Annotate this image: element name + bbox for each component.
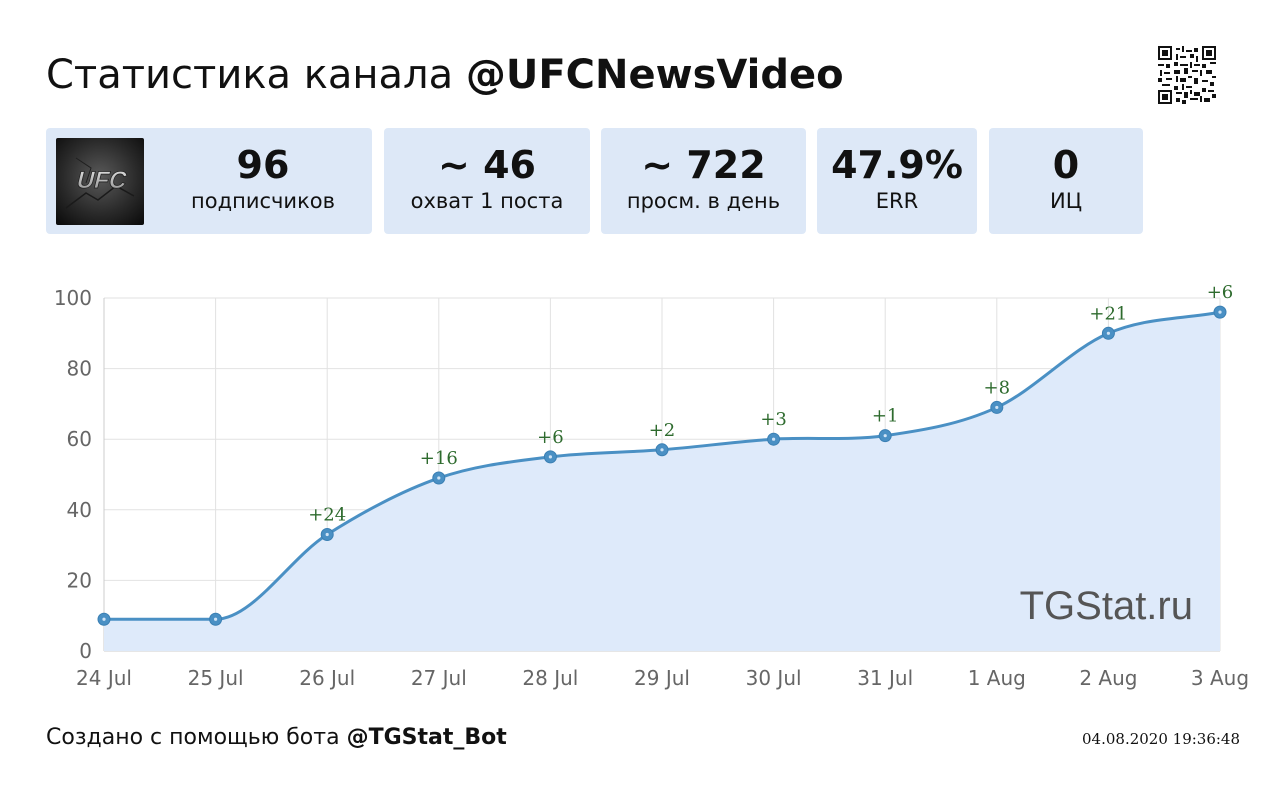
- data-point-center: [102, 617, 106, 621]
- data-label: +21: [1089, 303, 1127, 324]
- data-label: +1: [872, 406, 899, 427]
- x-tick-label: 28 Jul: [522, 666, 578, 690]
- data-point-center: [1106, 331, 1110, 335]
- qr-code-icon: [1158, 46, 1216, 104]
- channel-handle: @UFCNewsVideo: [465, 52, 844, 98]
- data-label: +2: [649, 420, 676, 441]
- footer-bot-link[interactable]: @TGStat_Bot: [346, 725, 507, 750]
- page-title: Статистика канала @UFCNewsVideo: [46, 50, 844, 100]
- data-point-center: [214, 617, 218, 621]
- reach-value: ~ 46: [438, 143, 536, 187]
- y-tick-label: 60: [67, 427, 92, 451]
- citation-index-value: 0: [1052, 143, 1080, 187]
- reach-label: охват 1 поста: [410, 189, 564, 213]
- x-tick-label: 27 Jul: [411, 666, 467, 690]
- data-label: +24: [308, 505, 346, 526]
- x-tick-label: 24 Jul: [76, 666, 132, 690]
- x-tick-label: 30 Jul: [746, 666, 802, 690]
- err-label: ERR: [875, 189, 919, 213]
- data-point-center: [325, 532, 329, 537]
- channel-avatar: UFC: [56, 138, 144, 225]
- data-label: +6: [537, 427, 564, 448]
- data-point-center: [883, 434, 887, 438]
- title-prefix: Статистика канала: [46, 52, 454, 98]
- chart-watermark: TGStat.ru: [1020, 584, 1193, 628]
- citation-index-label: ИЦ: [1049, 189, 1082, 213]
- data-point-center: [772, 437, 776, 441]
- subscribers-label: подписчиков: [191, 189, 335, 213]
- avatar-text: UFC: [74, 167, 130, 194]
- daily-views-card: ~ 722 просм. в день: [601, 128, 806, 234]
- y-tick-label: 20: [67, 568, 92, 592]
- y-tick-label: 100: [54, 286, 92, 310]
- data-label: +16: [420, 448, 458, 469]
- daily-views-value: ~ 722: [641, 143, 766, 187]
- data-label: +3: [760, 409, 787, 430]
- x-tick-label: 3 Aug: [1191, 666, 1249, 690]
- subscribers-chart: TGStat.ru 0 20 40 60 80 100 24 Jul 25 Jul 26 Ju…: [54, 282, 1249, 690]
- x-tick-label: 25 Jul: [188, 666, 244, 690]
- x-tick-label: 31 Jul: [857, 666, 913, 690]
- footer-credit: Создано с помощью бота @TGStat_Bot: [46, 724, 507, 752]
- err-value: 47.9%: [831, 143, 963, 187]
- x-tick-label: 2 Aug: [1079, 666, 1137, 690]
- x-tick-label: 26 Jul: [299, 666, 355, 690]
- footer-timestamp: 04.08.2020 19:36:48: [1082, 730, 1241, 748]
- data-point-center: [1218, 310, 1222, 314]
- data-point-center: [660, 448, 664, 452]
- chart-area-fill: [104, 312, 1220, 651]
- y-tick-label: 40: [67, 498, 92, 522]
- data-point-center: [437, 476, 441, 480]
- y-tick-label: 80: [67, 357, 92, 381]
- x-tick-label: 1 Aug: [968, 666, 1026, 690]
- footer-prefix: Создано с помощью бота: [46, 725, 340, 750]
- subscribers-value: 96: [236, 143, 290, 187]
- daily-views-label: просм. в день: [626, 189, 781, 213]
- data-label: +6: [1207, 282, 1234, 303]
- citation-index-card: 0 ИЦ: [989, 128, 1143, 234]
- x-tick-label: 29 Jul: [634, 666, 690, 690]
- data-label: +8: [984, 377, 1011, 398]
- y-tick-label: 0: [79, 639, 92, 663]
- data-point-center: [995, 405, 999, 410]
- reach-card: ~ 46 охват 1 поста: [384, 128, 590, 234]
- err-card: 47.9% ERR: [817, 128, 977, 234]
- data-point-center: [548, 455, 553, 459]
